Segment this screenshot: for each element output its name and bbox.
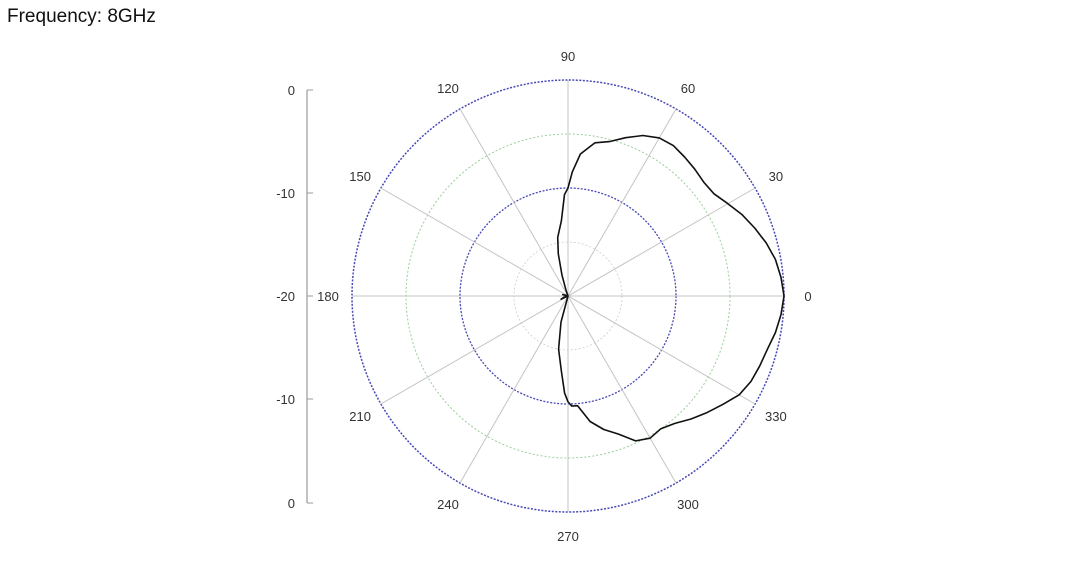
angle-tick-label: 120 — [437, 81, 459, 96]
angle-tick-label: 240 — [437, 497, 459, 512]
scale-tick-label: 0 — [288, 83, 295, 98]
angle-tick-label: 0 — [804, 289, 811, 304]
scale-tick-label: -10 — [276, 186, 295, 201]
angle-tick-label: 330 — [765, 409, 787, 424]
series-layer — [556, 134, 785, 442]
scale-tick-label: -10 — [276, 392, 295, 407]
scale-tick-label: 0 — [288, 496, 295, 511]
frequency-label: Frequency: 8GHz — [7, 6, 156, 27]
angle-tick-label: 270 — [557, 529, 579, 544]
radial-scale-axis: 0 -10 -20 -10 0 — [276, 83, 313, 511]
angle-labels: 0 30 60 90 120 150 180 210 240 270 300 330 — [317, 49, 811, 544]
angle-tick-label: 90 — [561, 49, 575, 64]
angle-tick-label: 180 — [317, 289, 339, 304]
series-line-0 — [556, 134, 785, 442]
angle-tick-label: 300 — [677, 497, 699, 512]
scale-tick-label: -20 — [276, 289, 295, 304]
angle-tick-label: 150 — [349, 169, 371, 184]
angle-tick-label: 30 — [769, 169, 783, 184]
angle-tick-label: 210 — [349, 409, 371, 424]
angle-tick-label: 60 — [681, 81, 695, 96]
